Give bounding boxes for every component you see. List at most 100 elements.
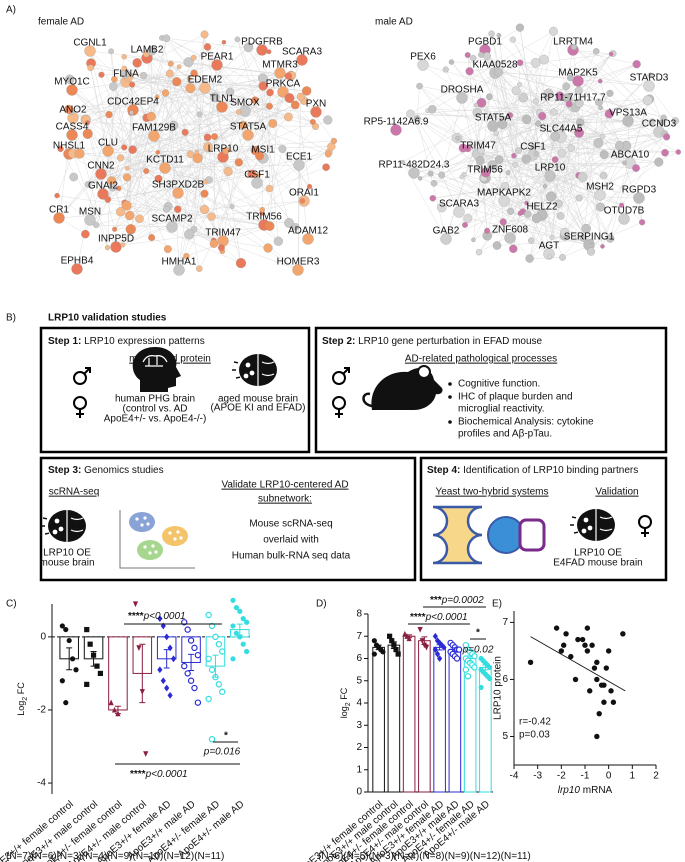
brain-ray <box>571 516 577 519</box>
gene-label: PXN <box>306 99 327 110</box>
male-symbol <box>73 367 91 385</box>
network-node <box>277 86 289 98</box>
gene-label: INPP5D <box>98 234 134 245</box>
network-node <box>462 222 468 228</box>
brain-ray <box>42 517 48 520</box>
symbol-ring <box>73 371 87 385</box>
network-node <box>530 143 537 150</box>
network-node <box>539 54 549 65</box>
gene-label: CR1 <box>49 205 69 216</box>
network-edge <box>255 91 284 151</box>
network-edge <box>575 53 612 108</box>
gene-label: LAMB2 <box>131 45 164 56</box>
network-edge <box>410 113 442 176</box>
network-edge <box>467 148 580 199</box>
network-node <box>576 118 585 127</box>
network-edge <box>549 175 601 196</box>
data-point <box>441 643 447 651</box>
brain-folds <box>595 509 613 541</box>
data-point <box>143 751 149 757</box>
bar <box>433 646 446 793</box>
network-node <box>306 183 313 190</box>
network-node <box>428 105 437 114</box>
error-bar <box>163 649 170 669</box>
network-node <box>413 115 421 123</box>
error-bar <box>90 651 97 667</box>
network-node <box>223 166 233 176</box>
data-point <box>63 700 69 706</box>
network-node <box>517 82 522 88</box>
network-node <box>266 88 274 97</box>
y-tick-label: 1 <box>356 764 362 775</box>
network-node <box>121 200 132 211</box>
icon-caption: human PHG brain <box>115 394 195 405</box>
network-node <box>173 264 185 276</box>
network-edge <box>122 155 260 246</box>
network-edge <box>194 229 214 241</box>
network-edge <box>510 114 637 169</box>
data-point <box>157 666 163 674</box>
network-edge <box>193 34 205 230</box>
x-label-part: mRNA <box>580 785 613 796</box>
cell-dot <box>146 522 150 526</box>
network-edge <box>72 81 127 154</box>
network-node <box>463 213 473 223</box>
network-edge <box>498 72 527 204</box>
network-node <box>234 36 241 43</box>
network-node <box>543 88 554 99</box>
network-edge <box>58 81 177 219</box>
network-edge <box>564 132 580 233</box>
network-edge <box>222 224 265 242</box>
data-point <box>605 648 612 654</box>
network-node <box>235 258 247 269</box>
network-node <box>504 232 516 244</box>
gene-label: MAP2K5 <box>558 68 598 79</box>
network-edge <box>473 96 490 240</box>
network-edge <box>572 49 637 65</box>
network-node <box>161 89 170 97</box>
network-edge <box>477 53 614 168</box>
network-node <box>255 151 264 161</box>
network-edge <box>237 39 283 150</box>
gene-label: PGBD1 <box>468 37 502 48</box>
network-node <box>278 145 287 153</box>
gene-label: CLU <box>98 138 118 149</box>
gene-label: EDEM2 <box>188 75 223 86</box>
network-node <box>129 81 136 88</box>
network-node <box>172 77 182 87</box>
network-node <box>499 218 507 226</box>
network-edge <box>519 84 603 137</box>
network-node <box>154 174 163 183</box>
network-node <box>211 59 223 71</box>
data-point <box>487 675 493 682</box>
network-edge <box>484 177 550 257</box>
network-node <box>471 237 476 243</box>
network-node <box>194 150 199 155</box>
network-edge <box>107 209 178 248</box>
data-point <box>73 667 79 673</box>
network-node <box>159 162 171 174</box>
data-point <box>244 619 250 625</box>
network-node <box>183 57 194 68</box>
step-number: Step 1: <box>48 336 81 347</box>
data-point <box>387 633 393 639</box>
data-point <box>136 645 142 651</box>
network-node <box>599 133 606 140</box>
network-edge <box>173 125 200 269</box>
network-edge <box>533 146 590 246</box>
bar <box>372 646 385 793</box>
gene-label: HOMER3 <box>277 257 320 268</box>
network-node <box>594 189 606 201</box>
gene-label: CGNL1 <box>73 38 107 49</box>
network-node <box>221 39 227 45</box>
network-node <box>121 144 128 151</box>
significance-label: ****p<0.0001 <box>130 769 188 780</box>
network-node <box>322 163 330 172</box>
network-edge <box>169 73 270 189</box>
network-node <box>521 154 531 164</box>
n-label: (N=12) <box>470 851 501 862</box>
network-node <box>207 212 216 221</box>
x-tick-label: -2 <box>557 771 566 782</box>
network-edge <box>153 135 209 148</box>
network-edge <box>432 71 499 110</box>
